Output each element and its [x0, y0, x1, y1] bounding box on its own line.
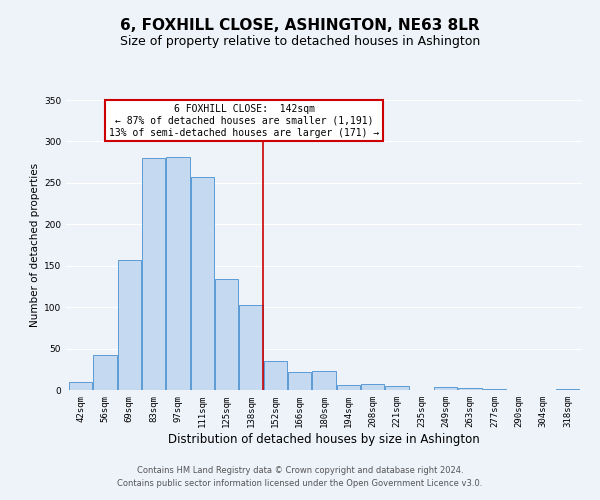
Bar [434, 386, 457, 390]
X-axis label: Distribution of detached houses by size in Ashington: Distribution of detached houses by size … [168, 432, 480, 446]
Bar [361, 384, 384, 390]
Bar [313, 371, 335, 390]
Bar [118, 260, 141, 390]
Bar [69, 382, 92, 390]
Bar [94, 355, 116, 390]
Bar [337, 385, 360, 390]
Bar [264, 361, 287, 390]
Bar [239, 304, 263, 390]
Bar [191, 177, 214, 390]
Bar [215, 279, 238, 390]
Bar [458, 388, 482, 390]
Text: Size of property relative to detached houses in Ashington: Size of property relative to detached ho… [120, 35, 480, 48]
Bar [385, 386, 409, 390]
Y-axis label: Number of detached properties: Number of detached properties [30, 163, 40, 327]
Bar [166, 157, 190, 390]
Bar [142, 158, 165, 390]
Text: 6, FOXHILL CLOSE, ASHINGTON, NE63 8LR: 6, FOXHILL CLOSE, ASHINGTON, NE63 8LR [120, 18, 480, 32]
Text: 6 FOXHILL CLOSE:  142sqm
← 87% of detached houses are smaller (1,191)
13% of sem: 6 FOXHILL CLOSE: 142sqm ← 87% of detache… [109, 104, 379, 138]
Bar [556, 389, 579, 390]
Text: Contains HM Land Registry data © Crown copyright and database right 2024.
Contai: Contains HM Land Registry data © Crown c… [118, 466, 482, 487]
Bar [483, 389, 506, 390]
Bar [288, 372, 311, 390]
